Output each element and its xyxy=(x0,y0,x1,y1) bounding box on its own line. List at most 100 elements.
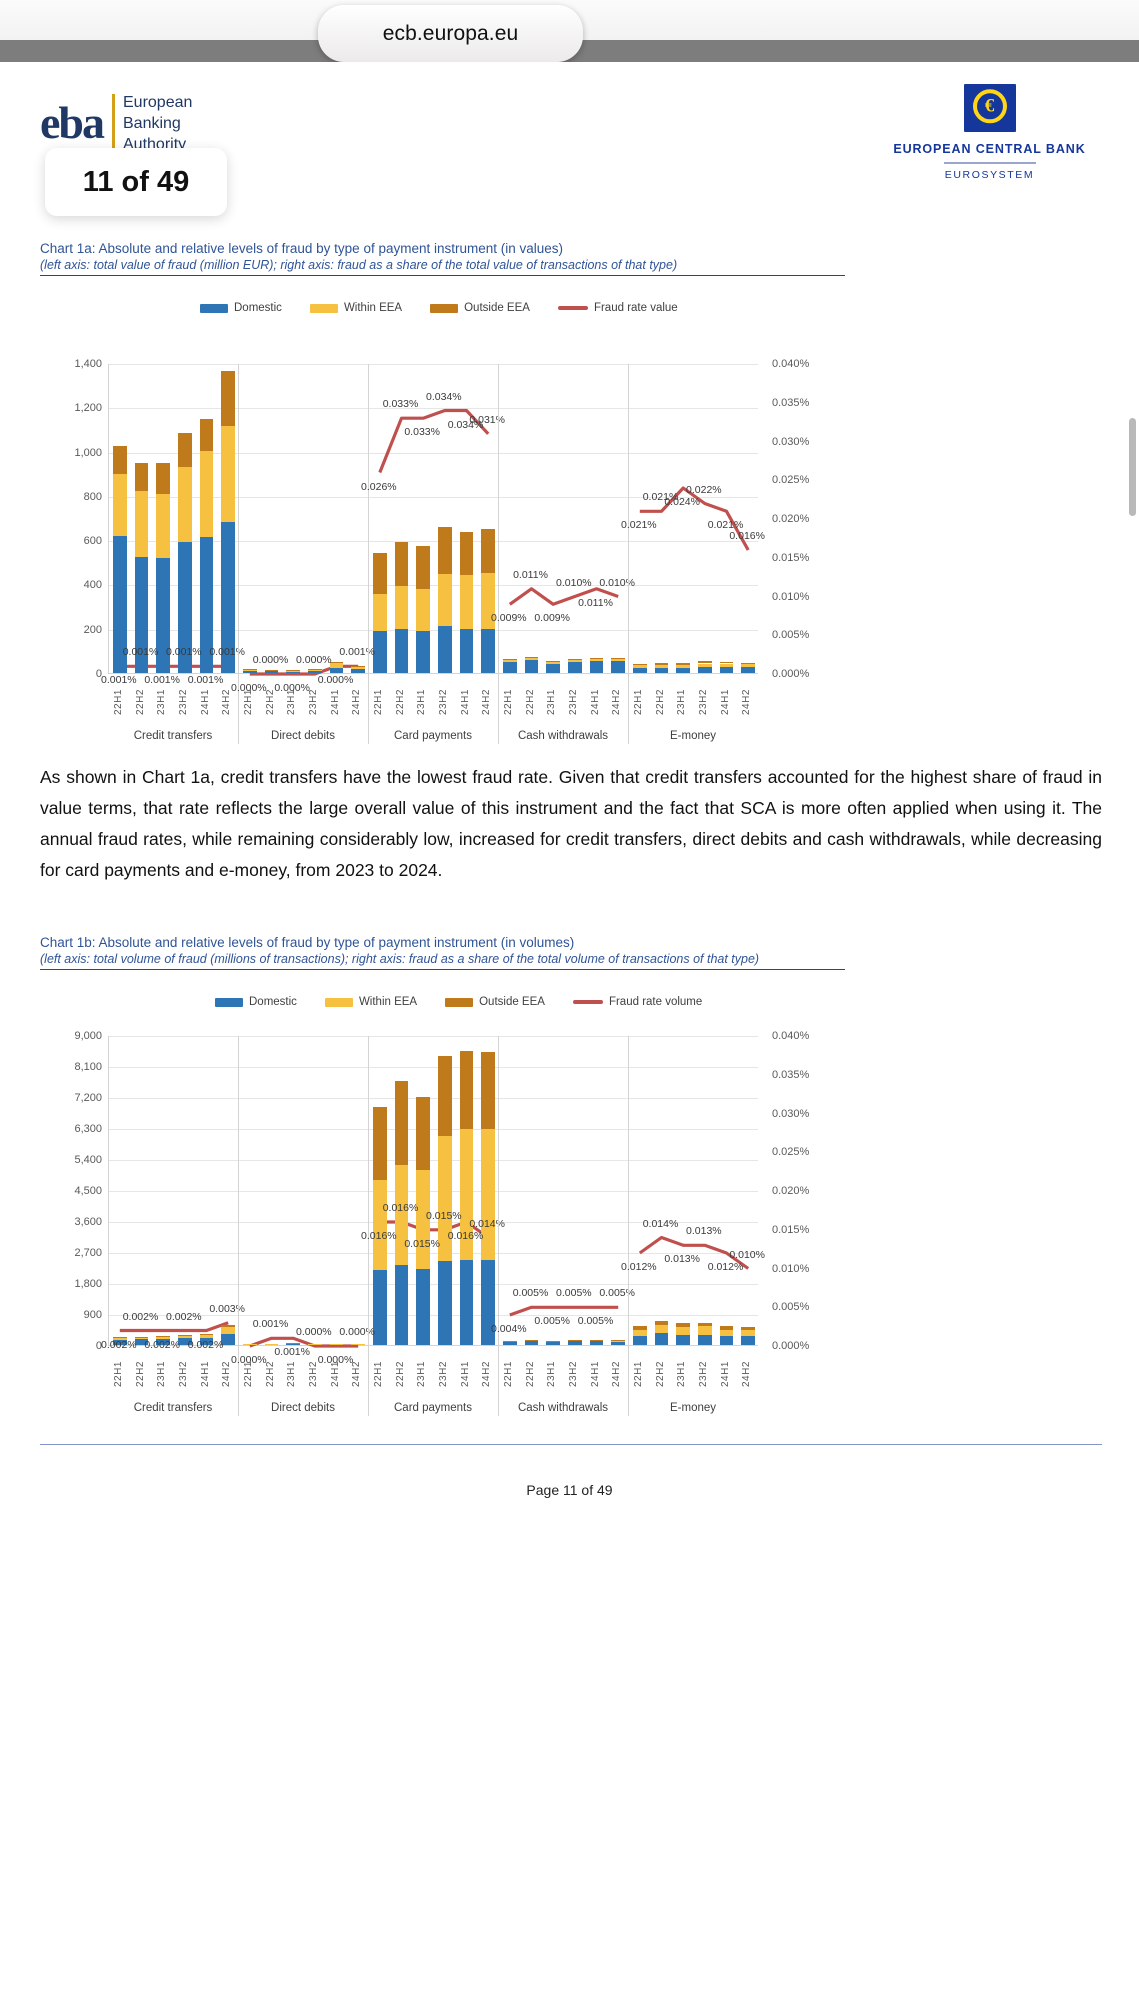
bar-segment-domestic xyxy=(698,1335,712,1345)
stacked-bar[interactable] xyxy=(633,1325,647,1345)
stacked-bar[interactable] xyxy=(698,1322,712,1345)
legend-color-swatch xyxy=(430,303,459,313)
eba-line-2: Banking xyxy=(123,115,181,132)
page-indicator-text: 11 of 49 xyxy=(82,165,190,198)
legend-color-swatch xyxy=(309,303,338,313)
fraud-rate-data-label: 0.022% xyxy=(686,483,722,496)
stacked-bar[interactable] xyxy=(308,669,322,673)
stacked-bar[interactable] xyxy=(503,1341,517,1345)
stacked-bar[interactable] xyxy=(156,1336,170,1345)
stacked-bar[interactable] xyxy=(503,659,517,673)
group-separator xyxy=(368,364,369,744)
stacked-bar[interactable] xyxy=(221,370,235,673)
bar-segment-within-eea xyxy=(134,490,149,557)
stacked-bar[interactable] xyxy=(178,1335,192,1345)
stacked-bar[interactable] xyxy=(308,1343,322,1345)
stacked-bar[interactable] xyxy=(416,545,430,673)
x-axis-tick: 23H1 xyxy=(156,1361,168,1387)
stacked-bar[interactable] xyxy=(568,1340,582,1345)
x-axis-tick: 24H2 xyxy=(481,1361,493,1387)
stacked-bar[interactable] xyxy=(329,1344,344,1345)
stacked-bar[interactable] xyxy=(329,661,344,673)
stacked-bar[interactable] xyxy=(589,1339,604,1345)
stacked-bar[interactable] xyxy=(416,1097,430,1345)
x-axis-tick: 22H1 xyxy=(632,1361,644,1387)
stacked-bar[interactable] xyxy=(719,661,734,673)
stacked-bar[interactable] xyxy=(611,657,625,673)
stacked-bar[interactable] xyxy=(264,1343,279,1345)
stacked-bar[interactable] xyxy=(481,1052,495,1345)
chart-1a-caption-sub: (left axis: total value of fraud (millio… xyxy=(40,258,678,272)
stacked-bar[interactable] xyxy=(373,1106,387,1345)
bar-segment-within-eea xyxy=(329,662,344,668)
stacked-bar[interactable] xyxy=(611,1340,625,1345)
x-axis-tick: 23H2 xyxy=(567,689,579,715)
stacked-bar[interactable] xyxy=(589,657,604,673)
bar-segment-outside-eea xyxy=(633,663,647,666)
stacked-bar[interactable] xyxy=(459,531,474,673)
stacked-bar[interactable] xyxy=(568,659,582,673)
stacked-bar[interactable] xyxy=(438,527,452,673)
fraud-rate-data-label: 0.009% xyxy=(534,612,570,625)
stacked-bar[interactable] xyxy=(459,1050,474,1345)
fraud-rate-data-label: 0.021% xyxy=(642,491,679,504)
page-scrollbar[interactable] xyxy=(1129,418,1136,516)
stacked-bar[interactable] xyxy=(113,1337,127,1345)
group-label: Cash withdrawals xyxy=(517,1402,609,1414)
fraud-rate-data-label: 0.010% xyxy=(599,576,635,589)
stacked-bar[interactable] xyxy=(113,446,127,673)
stacked-bar[interactable] xyxy=(698,661,712,673)
stacked-bar[interactable] xyxy=(719,1326,734,1345)
bar-segment-domestic xyxy=(416,631,430,673)
stacked-bar[interactable] xyxy=(633,663,647,673)
stacked-bar[interactable] xyxy=(286,670,300,673)
stacked-bar[interactable] xyxy=(264,669,279,673)
fraud-rate-data-label: 0.016% xyxy=(447,1230,484,1242)
bar-segment-domestic xyxy=(308,670,322,673)
stacked-bar[interactable] xyxy=(243,669,257,673)
x-axis-tick: 22H1 xyxy=(112,1361,124,1387)
bar-segment-outside-eea xyxy=(654,662,669,665)
bar-segment-within-eea xyxy=(438,574,452,626)
stacked-bar[interactable] xyxy=(438,1055,452,1345)
stacked-bar[interactable] xyxy=(351,1344,365,1345)
fraud-rate-data-label: 0.002% xyxy=(187,1338,224,1351)
stacked-bar[interactable] xyxy=(741,1326,755,1345)
stacked-bar[interactable] xyxy=(676,1323,690,1345)
stacked-bar[interactable] xyxy=(199,418,214,673)
stacked-bar[interactable] xyxy=(654,1320,669,1345)
stacked-bar[interactable] xyxy=(394,1081,409,1345)
bar-segment-within-eea xyxy=(438,1135,452,1262)
stacked-bar[interactable] xyxy=(373,553,387,673)
legend-label: Within EEA xyxy=(343,302,403,314)
stacked-bar[interactable] xyxy=(243,1343,257,1345)
legend-line-swatch xyxy=(572,1000,603,1004)
stacked-bar[interactable] xyxy=(741,662,755,673)
url-text: ecb.europa.eu xyxy=(382,21,519,45)
stacked-bar[interactable] xyxy=(676,663,690,673)
stacked-bar[interactable] xyxy=(394,542,409,673)
stacked-bar[interactable] xyxy=(286,1343,300,1345)
stacked-bar[interactable] xyxy=(546,1340,560,1345)
stacked-bar[interactable] xyxy=(481,529,495,673)
stacked-bar[interactable] xyxy=(524,1339,539,1345)
stacked-bar[interactable] xyxy=(178,432,192,673)
url-bar[interactable]: ecb.europa.eu xyxy=(318,5,583,62)
stacked-bar[interactable] xyxy=(221,1325,235,1345)
bar-segment-within-eea xyxy=(481,1129,495,1260)
stacked-bar[interactable] xyxy=(134,462,149,673)
stacked-bar[interactable] xyxy=(199,1333,214,1345)
bar-segment-within-eea xyxy=(546,1341,560,1342)
stacked-bar[interactable] xyxy=(524,657,539,673)
stacked-bar[interactable] xyxy=(546,661,560,673)
y-axis-tick-right: 0.005% xyxy=(772,1301,810,1314)
x-axis-tick: 24H2 xyxy=(611,689,623,715)
stacked-bar[interactable] xyxy=(654,662,669,673)
stacked-bar[interactable] xyxy=(134,1336,149,1345)
y-axis-tick-left: 8,100 xyxy=(74,1061,102,1073)
bar-segment-outside-eea xyxy=(221,370,235,426)
bar-segment-outside-eea xyxy=(633,1325,647,1330)
bar-segment-outside-eea xyxy=(329,661,344,663)
stacked-bar[interactable] xyxy=(351,666,365,673)
stacked-bar[interactable] xyxy=(156,462,170,673)
